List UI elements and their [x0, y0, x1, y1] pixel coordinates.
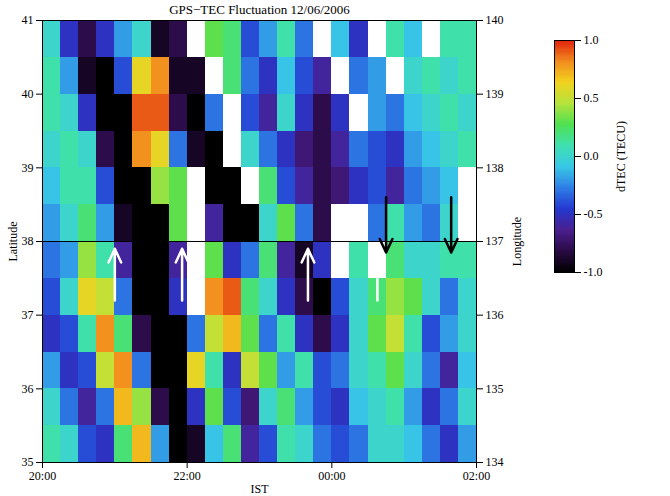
- svg-text:137: 137: [486, 234, 504, 248]
- svg-text:35: 35: [22, 455, 34, 469]
- svg-text:GPS−TEC Fluctuation 12/06/2006: GPS−TEC Fluctuation 12/06/2006: [169, 2, 350, 17]
- svg-text:135: 135: [486, 382, 504, 396]
- svg-text:140: 140: [486, 13, 504, 27]
- svg-text:136: 136: [486, 308, 504, 322]
- svg-text:Longitude: Longitude: [510, 217, 524, 266]
- svg-text:IST: IST: [251, 482, 270, 496]
- svg-text:00:00: 00:00: [318, 469, 345, 483]
- svg-text:39: 39: [22, 161, 34, 175]
- svg-text:02:00: 02:00: [463, 469, 490, 483]
- svg-text:0.5: 0.5: [584, 91, 599, 105]
- svg-text:41: 41: [22, 13, 34, 27]
- svg-text:40: 40: [22, 87, 34, 101]
- svg-text:20:00: 20:00: [29, 469, 56, 483]
- svg-text:0.0: 0.0: [584, 149, 599, 163]
- svg-text:dTEC (TECU): dTEC (TECU): [614, 121, 628, 192]
- svg-text:37: 37: [22, 308, 34, 322]
- svg-text:139: 139: [486, 87, 504, 101]
- svg-text:22:00: 22:00: [173, 469, 200, 483]
- svg-text:138: 138: [486, 161, 504, 175]
- svg-text:1.0: 1.0: [584, 33, 599, 47]
- svg-text:-0.5: -0.5: [584, 207, 603, 221]
- svg-text:36: 36: [22, 382, 34, 396]
- svg-text:38: 38: [22, 234, 34, 248]
- svg-text:Latitude: Latitude: [6, 222, 20, 262]
- svg-text:134: 134: [486, 455, 504, 469]
- svg-text:-1.0: -1.0: [584, 265, 603, 279]
